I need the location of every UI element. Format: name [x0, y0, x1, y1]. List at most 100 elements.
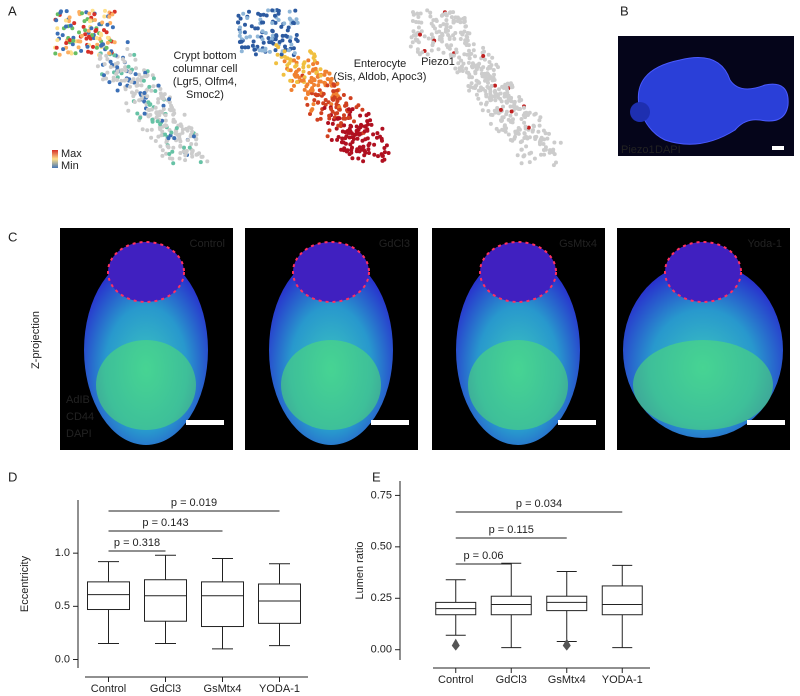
umap-dot: [194, 142, 199, 147]
organoid: [637, 57, 789, 145]
umap-dot: [382, 146, 387, 150]
umap-dot: [492, 72, 496, 77]
x-tick-label: YODA-1: [602, 674, 643, 686]
umap-dot: [311, 55, 316, 60]
umap-dot: [150, 117, 155, 122]
umap-dot: [296, 67, 301, 72]
umap-dot: [288, 39, 293, 43]
umap-dot: [409, 35, 414, 40]
umap-dot: [410, 19, 415, 23]
umap-dot: [238, 30, 243, 35]
umap-dot: [139, 75, 144, 80]
umap-dot: [305, 102, 310, 107]
umap-dot: [335, 98, 340, 103]
umap-dot: [335, 116, 340, 121]
umap-dot: [266, 36, 271, 41]
umap-dot: [276, 45, 281, 50]
umap-dot: [343, 116, 348, 121]
umap-dot: [473, 54, 477, 59]
umap-dot: [329, 138, 334, 142]
umap-dot: [314, 69, 319, 74]
umap-dot: [139, 83, 144, 88]
umap-dot: [339, 140, 344, 145]
umap-dot: [105, 35, 110, 40]
umap-dot: [464, 34, 469, 39]
umap-dot: [364, 113, 369, 118]
umap-dot: [418, 32, 422, 37]
umap-dot: [494, 62, 499, 67]
umap-dot: [111, 78, 116, 83]
channel-dapi: DAPI: [655, 144, 681, 156]
channel-label: CD44: [66, 411, 94, 423]
umap-dot: [463, 38, 468, 43]
umap-dot: [426, 36, 431, 41]
umap-dot: [485, 66, 490, 71]
umap-dot: [487, 60, 492, 64]
umap-dot: [151, 84, 156, 89]
umap-dot: [504, 100, 509, 105]
umap-dot: [419, 29, 424, 34]
umap-dot: [508, 104, 513, 109]
umap-dot: [301, 78, 306, 83]
umap-dot: [118, 82, 122, 87]
umap-dot: [64, 9, 69, 14]
umap-dot: [273, 48, 278, 53]
panel-label: B: [620, 3, 629, 18]
umap-dot: [510, 138, 515, 143]
umap-dot: [248, 34, 252, 39]
umap-dot: [270, 28, 275, 33]
umap-dot: [150, 73, 155, 78]
umap-dot: [289, 88, 294, 92]
umap-dot: [236, 13, 241, 18]
umap-dot: [526, 125, 531, 130]
umap-dot: [488, 112, 493, 117]
umap-dot: [543, 147, 548, 152]
umap-dot: [170, 149, 175, 154]
umap-dot: [318, 73, 323, 78]
umap-dot: [500, 84, 505, 89]
umap-dot: [467, 48, 471, 53]
umap-dot: [517, 98, 522, 103]
umap-dot: [79, 33, 84, 38]
umap-dot: [366, 143, 371, 148]
umap-dot: [309, 50, 314, 55]
umap-dot: [339, 121, 344, 126]
umap-dot: [349, 150, 354, 155]
umap-dot: [239, 39, 244, 44]
umap-dot: [205, 159, 210, 164]
umap-dot: [462, 19, 467, 24]
umap-dot: [167, 156, 172, 161]
umap-dot: [346, 115, 351, 120]
umap-dot: [466, 70, 471, 75]
panel-label: D: [8, 469, 17, 484]
umap-dot: [486, 52, 491, 57]
umap-dot: [441, 22, 446, 27]
umap-dot: [532, 156, 537, 161]
umap-dot: [376, 154, 380, 159]
y-axis-label: Eccentricity: [19, 555, 31, 612]
umap-dot: [191, 134, 196, 139]
umap-dot: [355, 136, 360, 141]
umap-dot: [85, 44, 90, 49]
umap-dot: [361, 144, 366, 149]
umap-dot: [260, 48, 264, 53]
umap-dot: [86, 49, 91, 54]
umap-dot: [158, 87, 163, 91]
umap-dot: [288, 17, 293, 22]
umap-dot: [71, 38, 76, 43]
umap-dot: [416, 25, 421, 30]
umap-dot: [68, 23, 73, 28]
umap-dot: [514, 106, 519, 111]
umap-dot: [197, 151, 202, 156]
umap-dot: [165, 144, 170, 149]
umap-dot: [182, 112, 187, 117]
umap-dot: [551, 163, 556, 168]
umap-dot: [87, 11, 92, 16]
umap-dot: [479, 67, 484, 72]
umap-dot: [306, 90, 310, 95]
umap-dot: [79, 48, 84, 53]
umap-dot: [480, 108, 485, 113]
umap-dot: [473, 84, 478, 89]
umap-dot: [267, 49, 272, 54]
umap-title: columnar cell: [173, 63, 238, 75]
